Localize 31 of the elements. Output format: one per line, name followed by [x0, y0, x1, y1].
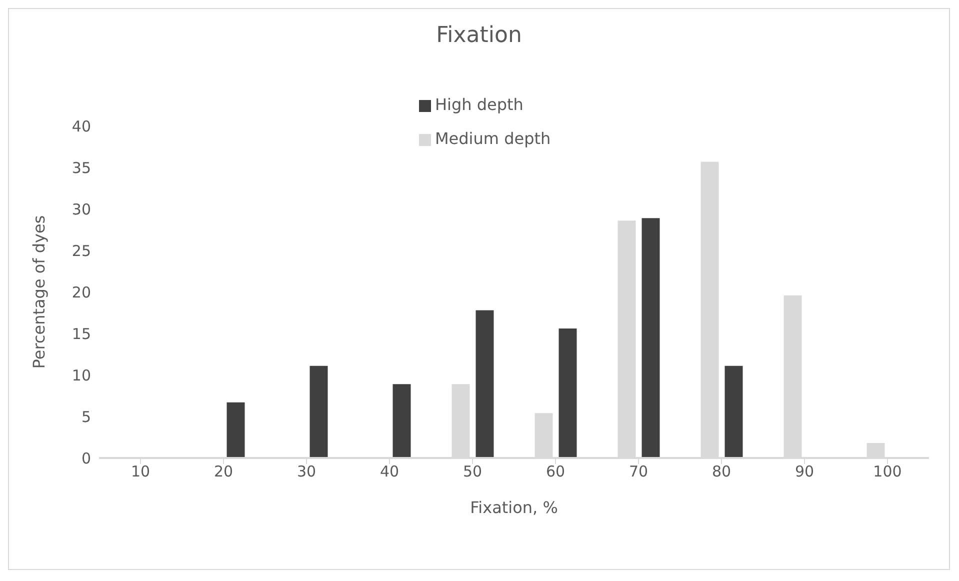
y-tick-label: 35 [72, 158, 91, 177]
y-tick-label: 15 [72, 324, 91, 343]
x-axis-title: Fixation, % [470, 498, 558, 517]
x-tick-label: 30 [296, 462, 316, 481]
bar [310, 366, 328, 458]
x-tick-label: 80 [712, 462, 732, 481]
y-tick-label: 30 [72, 200, 91, 218]
y-tick-label: 25 [72, 242, 91, 260]
x-tick-label: 60 [546, 462, 566, 481]
bar [642, 218, 660, 458]
y-tick-label: 20 [72, 283, 91, 302]
x-tick-label: 50 [462, 462, 482, 481]
legend-label: High depth [435, 95, 524, 114]
bar [226, 402, 245, 458]
y-tick-label: 5 [81, 408, 91, 426]
y-tick-label: 10 [72, 366, 91, 384]
x-tick-label: 90 [794, 462, 814, 481]
chart-title: Fixation [435, 23, 523, 48]
x-tick-label: 10 [130, 462, 150, 481]
x-tick-label: 20 [214, 462, 234, 481]
bar [724, 366, 743, 458]
bar [558, 328, 577, 458]
y-tick-label: 40 [72, 117, 91, 136]
bar [476, 310, 494, 458]
y-axis-title: Percentage of dyes [30, 215, 49, 369]
x-tick-label: 40 [380, 462, 400, 481]
bar [392, 384, 411, 458]
legend-label: Medium depth [435, 129, 551, 148]
x-tick-label: 70 [628, 462, 648, 481]
x-tick-label: 100 [873, 462, 902, 481]
y-tick-label: 0 [81, 449, 91, 468]
